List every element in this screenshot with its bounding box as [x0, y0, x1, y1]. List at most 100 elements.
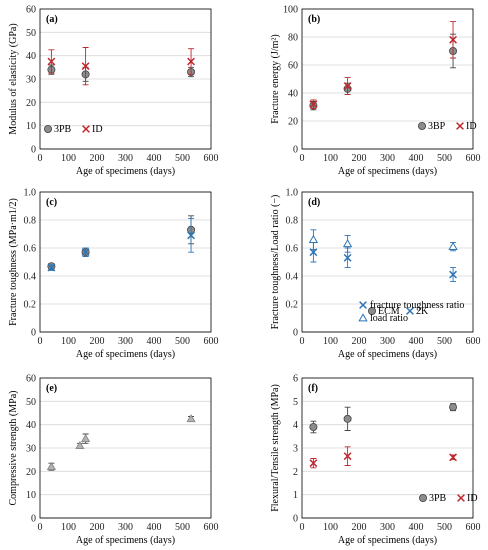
- legend: 3BP ID: [417, 121, 477, 132]
- data-point: [47, 57, 56, 66]
- legend-marker: [44, 125, 53, 134]
- legend: 3PB ID: [418, 493, 478, 504]
- data-point: [343, 452, 352, 461]
- panel-tag: (b): [308, 14, 320, 25]
- y-tick-label: 0.4: [24, 272, 37, 283]
- legend-marker: [358, 313, 368, 322]
- data-point: [186, 414, 196, 423]
- plot-frame: [301, 377, 474, 519]
- legend: ECM 2K: [367, 306, 429, 317]
- plot-frame: [301, 8, 474, 150]
- legend-marker: [406, 307, 414, 315]
- y-tick-label: 4: [293, 420, 298, 431]
- legend-marker: [456, 122, 464, 130]
- legend-label: 2K: [416, 306, 429, 317]
- y-tick-label: 0.2: [24, 300, 37, 311]
- data-point: [187, 231, 195, 240]
- y-tick-label: 1.0: [286, 188, 299, 199]
- legend-marker: [457, 494, 465, 502]
- legend-label: load ratio: [370, 313, 408, 324]
- plot-frame: [301, 191, 474, 333]
- data-point: [309, 422, 318, 431]
- y-tick-label: 40: [288, 89, 298, 100]
- y-tick-label: 0: [31, 514, 36, 525]
- x-tick-label: 200: [352, 153, 367, 164]
- x-tick-label: 600: [204, 153, 219, 164]
- y-tick-label: 2: [293, 467, 298, 478]
- legend-label: ID: [92, 124, 103, 135]
- plot-frame: [39, 377, 212, 519]
- data-point: [343, 414, 352, 423]
- y-tick-label: 0.8: [286, 216, 299, 227]
- data-point: [309, 248, 318, 257]
- legend-marker: [417, 122, 426, 131]
- data-point: [342, 238, 353, 248]
- legend-label: 3BP: [428, 121, 446, 132]
- data-point: [308, 234, 319, 243]
- y-tick-label: 60: [288, 61, 298, 72]
- legend-marker: [359, 301, 367, 309]
- x-tick-label: 200: [352, 336, 367, 347]
- x-tick-label: 600: [466, 336, 481, 347]
- x-axis-label: Age of specimens (days): [338, 349, 437, 360]
- x-tick-label: 600: [204, 336, 219, 347]
- legend-label: fracture toughness ratio: [370, 300, 464, 311]
- y-tick-label: 30: [26, 444, 36, 455]
- data-point: [343, 82, 352, 90]
- legend-marker: [418, 493, 427, 502]
- x-tick-label: 500: [437, 153, 452, 164]
- y-axis-label: Fracture toughness/Load ratio (−): [270, 195, 281, 330]
- x-tick-label: 400: [147, 336, 162, 347]
- x-tick-label: 600: [204, 522, 219, 533]
- y-axis-label: Fracture toughness (MPa·m1/2): [8, 198, 19, 326]
- x-axis-label: Age of specimens (days): [76, 349, 175, 360]
- data-point: [46, 461, 57, 471]
- legend-label: 3PB: [429, 493, 447, 504]
- x-tick-label: 0: [38, 522, 43, 533]
- data-point: [448, 241, 458, 250]
- x-tick-label: 0: [300, 153, 305, 164]
- data-point: [449, 403, 458, 412]
- x-axis-label: Age of specimens (days): [338, 535, 437, 546]
- x-tick-label: 400: [409, 153, 424, 164]
- x-tick-label: 600: [466, 153, 481, 164]
- data-point: [81, 248, 90, 257]
- x-tick-label: 400: [409, 522, 424, 533]
- x-tick-label: 200: [90, 336, 105, 347]
- data-point: [75, 440, 85, 450]
- y-tick-label: 10: [26, 121, 36, 132]
- y-tick-label: 20: [288, 117, 298, 128]
- legend-label: ID: [466, 121, 477, 132]
- y-tick-label: 0: [293, 328, 298, 339]
- y-axis-label: Fracture energy (J/m²): [270, 34, 281, 123]
- legend: 3PB ID: [44, 124, 103, 135]
- y-tick-label: 50: [26, 397, 36, 408]
- legend-label: ID: [467, 493, 478, 504]
- panel-tag: (f): [308, 383, 318, 394]
- x-tick-label: 0: [38, 336, 43, 347]
- y-tick-label: 40: [26, 51, 36, 62]
- y-tick-label: 60: [26, 5, 36, 16]
- data-point: [449, 35, 457, 44]
- panel-tag: (a): [46, 14, 58, 25]
- x-tick-label: 100: [323, 522, 338, 533]
- legend-label: 3PB: [54, 124, 72, 135]
- y-axis-label: Compressive strength (MPa): [8, 391, 19, 506]
- x-tick-label: 500: [437, 336, 452, 347]
- x-tick-label: 300: [118, 336, 133, 347]
- plot-frame: [39, 8, 212, 150]
- y-tick-label: 6: [293, 374, 298, 385]
- y-tick-label: 0.6: [286, 244, 299, 255]
- plot-frame: [39, 191, 212, 333]
- x-tick-label: 400: [147, 153, 162, 164]
- x-tick-label: 300: [118, 153, 133, 164]
- x-tick-label: 100: [323, 153, 338, 164]
- y-tick-label: 60: [26, 374, 36, 385]
- x-tick-label: 100: [61, 522, 76, 533]
- x-tick-label: 200: [352, 522, 367, 533]
- chart-panel-3: 0 0.2 0.4 0.6 0.8 1.0 0 100 200 300 400 500 600 Age o…: [8, 188, 429, 361]
- data-point: [343, 253, 352, 262]
- x-axis-label: Age of specimens (days): [76, 166, 175, 177]
